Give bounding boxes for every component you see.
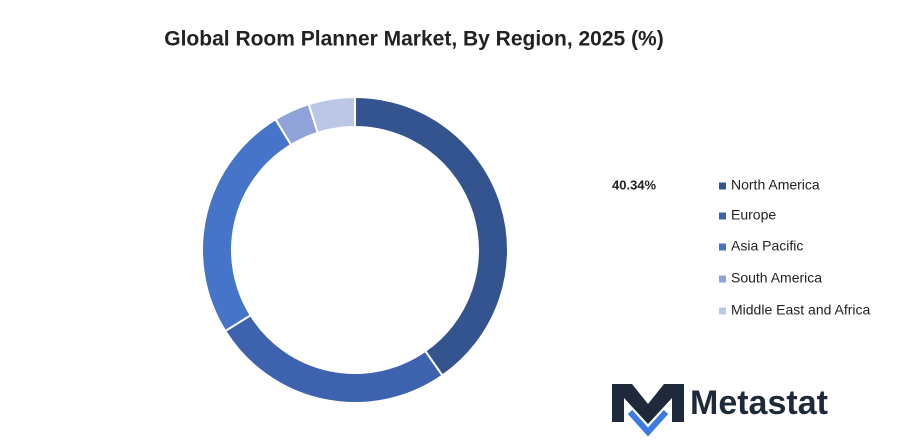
donut-segment bbox=[223, 313, 444, 404]
legend-label: Asia Pacific bbox=[731, 238, 803, 254]
legend-swatch bbox=[719, 243, 726, 251]
legend-label: Middle East and Africa bbox=[731, 302, 871, 318]
legend-swatch bbox=[719, 307, 726, 315]
legend-swatch bbox=[719, 212, 726, 220]
legend-label: Europe bbox=[731, 207, 776, 223]
legend-label: South America bbox=[731, 270, 822, 286]
donut-segment bbox=[354, 95, 509, 377]
logo-accent bbox=[627, 409, 669, 437]
value-label: 40.34% bbox=[612, 177, 657, 192]
logo-icon bbox=[612, 384, 684, 424]
logo: Metastat bbox=[612, 384, 828, 437]
donut-segment bbox=[307, 95, 356, 135]
logo-text: Metastat bbox=[690, 384, 828, 422]
legend-label: North America bbox=[731, 177, 820, 193]
legend-swatch bbox=[719, 182, 726, 190]
legend-swatch bbox=[719, 275, 726, 283]
donut-segment bbox=[201, 117, 293, 333]
chart-title: Global Room Planner Market, By Region, 2… bbox=[164, 28, 663, 51]
